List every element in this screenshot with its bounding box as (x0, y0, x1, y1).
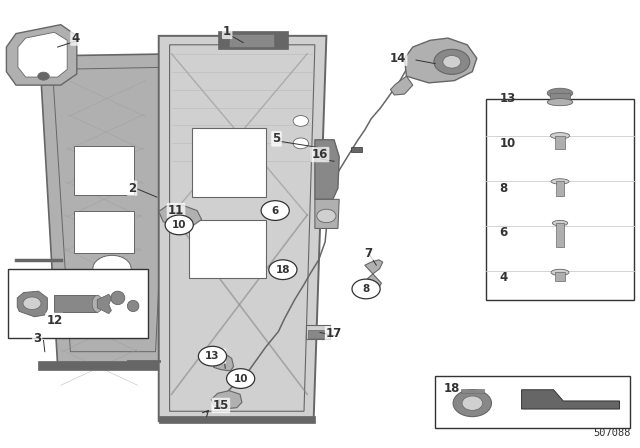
Polygon shape (17, 291, 47, 317)
Circle shape (261, 201, 289, 220)
Text: 10: 10 (234, 374, 248, 383)
Polygon shape (315, 199, 339, 228)
Text: 17: 17 (326, 327, 342, 340)
Ellipse shape (551, 179, 569, 184)
Circle shape (293, 138, 308, 149)
Ellipse shape (127, 300, 139, 312)
Bar (192, 128, 266, 197)
Ellipse shape (552, 220, 568, 226)
Bar (189, 220, 266, 278)
Bar (273, 269, 287, 276)
Text: 10: 10 (499, 137, 515, 150)
Text: 4: 4 (499, 271, 508, 284)
Polygon shape (364, 260, 383, 291)
Circle shape (165, 215, 193, 235)
Polygon shape (315, 140, 339, 199)
Text: 2: 2 (128, 181, 136, 195)
Text: 11: 11 (168, 204, 184, 217)
Text: 16: 16 (312, 148, 328, 161)
Text: 18: 18 (444, 382, 461, 395)
Bar (83, 273, 134, 316)
Text: 10: 10 (172, 220, 186, 230)
Circle shape (352, 279, 380, 299)
Polygon shape (522, 390, 620, 409)
Text: 8: 8 (362, 284, 370, 294)
Circle shape (434, 49, 470, 74)
Text: 3: 3 (33, 332, 41, 345)
Bar (556, 223, 564, 247)
Bar (435, 376, 630, 428)
Text: 9: 9 (217, 349, 225, 363)
Bar (74, 211, 134, 253)
Text: 6: 6 (271, 206, 279, 215)
Circle shape (38, 72, 49, 80)
Polygon shape (211, 391, 242, 409)
Bar (38, 361, 170, 370)
Text: 4: 4 (72, 31, 79, 45)
Polygon shape (18, 32, 67, 77)
Ellipse shape (550, 133, 570, 139)
Polygon shape (40, 54, 182, 365)
Ellipse shape (547, 99, 573, 106)
Polygon shape (159, 36, 326, 421)
Ellipse shape (111, 291, 125, 305)
Bar (486, 99, 634, 300)
Ellipse shape (547, 88, 573, 98)
Circle shape (293, 116, 308, 126)
Bar (159, 416, 315, 423)
Circle shape (462, 396, 483, 410)
Circle shape (23, 297, 41, 310)
Bar (218, 31, 288, 49)
Bar (306, 325, 330, 339)
Bar (461, 389, 484, 393)
Polygon shape (6, 25, 77, 85)
Text: 5: 5 (273, 132, 280, 146)
Bar (555, 272, 565, 281)
Polygon shape (404, 38, 477, 83)
Bar (229, 34, 274, 47)
Circle shape (453, 390, 492, 417)
Text: 12: 12 (46, 314, 63, 327)
Polygon shape (390, 76, 413, 95)
Text: 18: 18 (276, 265, 290, 275)
Circle shape (198, 346, 227, 366)
Text: 15: 15 (212, 399, 229, 412)
Ellipse shape (92, 295, 102, 312)
Bar (54, 295, 97, 312)
Bar (8, 269, 148, 338)
Text: 7: 7 (364, 246, 372, 260)
Text: 14: 14 (390, 52, 406, 65)
Circle shape (443, 56, 461, 68)
Bar (556, 181, 564, 196)
Text: 1: 1 (223, 25, 231, 38)
Circle shape (269, 260, 297, 280)
Bar (555, 136, 565, 149)
Text: 6: 6 (499, 226, 508, 240)
Text: 13: 13 (499, 92, 515, 105)
Bar (550, 93, 570, 102)
Bar (351, 147, 362, 152)
Bar (308, 330, 324, 338)
Text: 8: 8 (499, 181, 508, 195)
Circle shape (317, 209, 336, 223)
Polygon shape (212, 354, 234, 371)
Polygon shape (97, 294, 111, 314)
Circle shape (93, 255, 131, 282)
Ellipse shape (551, 269, 569, 276)
Circle shape (227, 369, 255, 388)
Text: 13: 13 (205, 351, 220, 361)
Polygon shape (159, 205, 202, 226)
Bar (74, 146, 134, 195)
Text: 507088: 507088 (593, 428, 630, 438)
